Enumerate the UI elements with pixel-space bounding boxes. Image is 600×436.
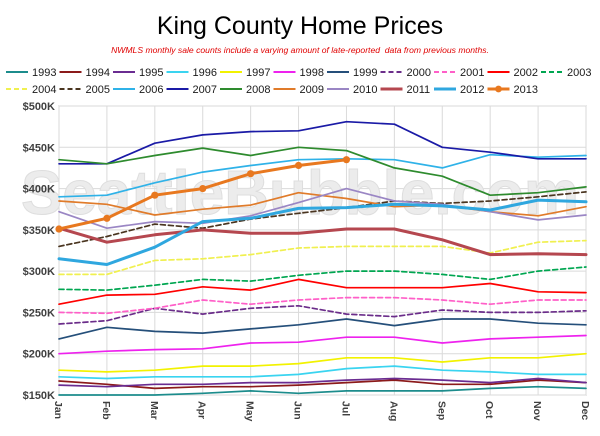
legend-label: 2002 bbox=[514, 67, 538, 79]
legend-label: 1994 bbox=[86, 67, 110, 79]
legend-marker bbox=[495, 85, 502, 93]
series-line-1996 bbox=[58, 365, 587, 380]
series-point-2013-Jun bbox=[294, 161, 303, 170]
legend-item-1998: 1998 bbox=[273, 67, 324, 79]
series-layer bbox=[55, 120, 588, 396]
legend-label: 2009 bbox=[300, 84, 324, 96]
series-line-2004 bbox=[58, 239, 587, 276]
series-line-1995 bbox=[58, 377, 587, 388]
legend-item-2008: 2008 bbox=[220, 84, 270, 96]
series-line-1998 bbox=[58, 334, 587, 355]
legend-label: 1999 bbox=[353, 67, 377, 79]
series-line-1997 bbox=[58, 352, 587, 373]
legend-item-2005: 2005 bbox=[59, 84, 110, 96]
series-line-1999 bbox=[58, 318, 587, 340]
legend: 1993 1994 1995 1996 1997 1998 1999 2000 2001 2002… bbox=[6, 67, 591, 96]
legend-label: 2001 bbox=[460, 67, 484, 79]
legend-item-2000: 2000 bbox=[380, 67, 431, 79]
series-line-2005 bbox=[58, 191, 587, 248]
legend-label: 1993 bbox=[32, 67, 56, 79]
y-tick-label: $200K bbox=[23, 349, 55, 361]
y-tick-label: $150K bbox=[23, 390, 55, 402]
series-point-2013-Feb bbox=[103, 214, 111, 222]
legend-label: 2000 bbox=[407, 67, 431, 79]
series-line-2003 bbox=[58, 266, 587, 291]
legend-label: 2011 bbox=[407, 84, 431, 96]
x-tick-label: Dec bbox=[579, 401, 591, 420]
legend-item-1997: 1997 bbox=[220, 67, 270, 79]
y-tick-label: $300K bbox=[23, 266, 55, 278]
series-point-2013-May bbox=[247, 170, 255, 178]
series-line-2006 bbox=[58, 153, 587, 198]
legend-item-2007: 2007 bbox=[166, 84, 217, 96]
legend-item-1999: 1999 bbox=[327, 67, 377, 79]
x-tick-label: Jun bbox=[292, 401, 304, 420]
series-line-1994 bbox=[58, 379, 587, 390]
legend-label: 2006 bbox=[139, 84, 163, 96]
legend-label: 2004 bbox=[32, 84, 56, 96]
legend-label: 1996 bbox=[193, 67, 217, 79]
legend-item-2003: 2003 bbox=[541, 67, 591, 79]
x-tick-label: Jan bbox=[52, 401, 64, 419]
y-tick-label: $400K bbox=[23, 184, 55, 196]
legend-item-2012: 2012 bbox=[434, 84, 484, 96]
series-line-2001 bbox=[58, 296, 587, 315]
x-tick-label: Oct bbox=[483, 401, 495, 419]
chart-subtitle: NWMLS monthly sale counts include a vary… bbox=[111, 45, 489, 55]
legend-label: 2007 bbox=[193, 84, 217, 96]
series-line-2000 bbox=[58, 304, 587, 325]
legend-item-2001: 2001 bbox=[434, 67, 484, 79]
x-tick-label: Feb bbox=[100, 401, 112, 420]
legend-item-2011: 2011 bbox=[380, 84, 431, 96]
series-point-2013-Jan bbox=[55, 225, 63, 233]
series-line-2012 bbox=[57, 198, 588, 266]
y-tick-label: $500K bbox=[23, 101, 55, 113]
legend-label: 2003 bbox=[567, 67, 591, 79]
x-tick-label: May bbox=[244, 401, 256, 422]
series-line-2011 bbox=[57, 226, 588, 257]
x-axis: Jan Feb Mar Apr May Jun Jul Aug Sep Oct Nov Dec bbox=[52, 401, 591, 422]
series-point-2013-Apr bbox=[199, 184, 207, 193]
legend-label: 2013 bbox=[514, 84, 538, 96]
legend-label: 1998 bbox=[300, 67, 324, 79]
legend-item-2004: 2004 bbox=[6, 84, 56, 96]
series-point-2013-Jul bbox=[342, 156, 351, 164]
series-point-2013-Mar bbox=[151, 191, 159, 199]
series-line-2002 bbox=[58, 278, 587, 306]
y-tick-label: $250K bbox=[23, 307, 55, 319]
legend-item-2009: 2009 bbox=[273, 84, 324, 96]
legend-label: 1997 bbox=[246, 67, 270, 79]
legend-label: 2008 bbox=[246, 84, 270, 96]
gridlines bbox=[58, 105, 587, 396]
x-tick-label: Mar bbox=[148, 401, 160, 420]
legend-label: 2005 bbox=[86, 84, 110, 96]
series-line-1993 bbox=[58, 385, 587, 396]
x-tick-label: Jul bbox=[339, 401, 351, 416]
y-tick-label: $350K bbox=[23, 225, 55, 237]
x-tick-label: Aug bbox=[387, 401, 399, 421]
legend-label: 1995 bbox=[139, 67, 163, 79]
x-tick-label: Sep bbox=[435, 401, 447, 420]
legend-item-1994: 1994 bbox=[59, 67, 110, 79]
legend-item-1996: 1996 bbox=[166, 67, 217, 79]
x-tick-label: Nov bbox=[531, 401, 543, 421]
legend-item-1995: 1995 bbox=[113, 67, 163, 79]
legend-item-2006: 2006 bbox=[113, 84, 163, 96]
y-tick-label: $450K bbox=[23, 142, 55, 154]
legend-item-1993: 1993 bbox=[6, 67, 56, 79]
series-line-2008 bbox=[58, 146, 587, 197]
y-axis: $150K $200K $250K $300K $350K $400K $450K $500K bbox=[23, 101, 55, 402]
chart-title: King County Home Prices bbox=[157, 12, 443, 40]
series-line-2010 bbox=[58, 187, 587, 230]
legend-label: 2012 bbox=[460, 84, 484, 96]
legend-label: 2010 bbox=[353, 84, 377, 96]
series-line-2007 bbox=[58, 120, 587, 165]
legend-item-2002: 2002 bbox=[487, 67, 538, 79]
x-tick-label: Apr bbox=[196, 401, 208, 419]
legend-item-2013: 2013 bbox=[487, 84, 538, 96]
legend-item-2010: 2010 bbox=[327, 84, 377, 96]
